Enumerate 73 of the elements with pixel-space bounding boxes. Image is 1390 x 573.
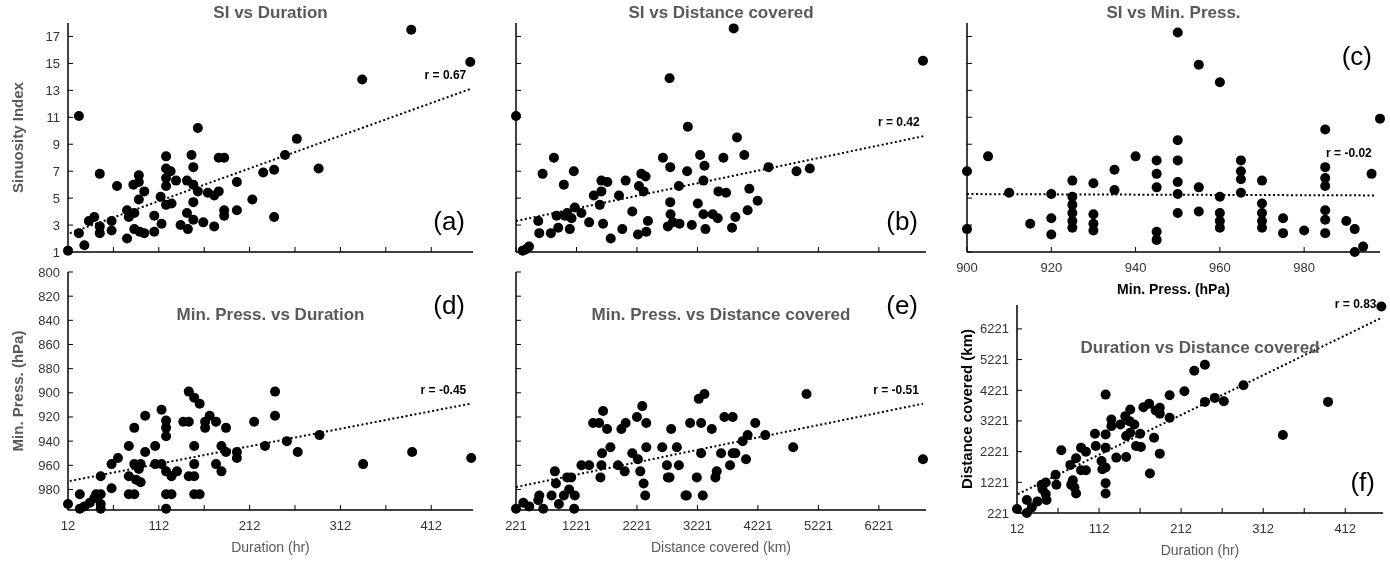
- y-tick-label: 1221: [980, 474, 1009, 490]
- x-axis-title: Duration (hr): [231, 539, 310, 555]
- y-tick-label: 800: [38, 264, 60, 280]
- x-tick-label: 3221: [682, 518, 712, 533]
- x-tick-label: 920: [1040, 260, 1063, 275]
- y-tick-label: 1: [52, 244, 60, 260]
- annotation: (e): [886, 290, 918, 320]
- y-tick-label: 840: [38, 312, 60, 328]
- y-axis-title: Min. Press. (hPa): [9, 330, 26, 452]
- x-axis-title: Duration (hr): [1160, 542, 1240, 558]
- x-tick-label: 900: [956, 260, 978, 275]
- annotation: r = -0.51: [873, 382, 920, 397]
- y-tick-label: 4221: [980, 382, 1009, 398]
- y-tick-label: 980: [38, 481, 60, 497]
- y-axis-title: Sinuosity Index: [9, 81, 26, 193]
- y-tick-label: 11: [46, 109, 60, 125]
- annotation: (d): [433, 290, 465, 320]
- y-tick-label: 5: [52, 190, 60, 206]
- annotation: (a): [433, 206, 465, 236]
- y-axis-title: Distance covered (km): [958, 328, 975, 490]
- x-axis-title: Distance covered (km): [650, 539, 792, 555]
- x-tick-label: 112: [1088, 521, 1110, 536]
- x-tick-label: 412: [420, 518, 443, 533]
- y-tick-label: 3: [52, 217, 60, 233]
- text: Min. Press. vs Distance covered: [591, 305, 851, 324]
- x-tick-label: 960: [1209, 260, 1231, 275]
- x-tick-label: 6221: [864, 518, 894, 533]
- x-tick-label: 5221: [803, 518, 833, 533]
- x-tick-label: 212: [238, 518, 261, 533]
- y-tick-label: 820: [38, 288, 60, 304]
- y-tick-label: 940: [38, 433, 60, 449]
- y-tick-label: 860: [38, 336, 60, 352]
- x-tick-label: 940: [1124, 260, 1147, 275]
- x-tick-label: 312: [1252, 521, 1275, 536]
- x-tick-label: 112: [148, 518, 170, 533]
- y-tick-label: 900: [38, 385, 60, 401]
- annotation: (c): [1341, 41, 1372, 71]
- x-tick-label: 12: [1009, 521, 1025, 536]
- y-tick-label: 221: [987, 505, 1009, 521]
- y-tick-label: 3221: [980, 413, 1009, 429]
- annotation: r = 0.67: [424, 68, 467, 83]
- chart-title: SI vs Min. Press.: [1106, 3, 1241, 22]
- x-tick-label: 12: [60, 518, 76, 533]
- annotation: r = -0.45: [420, 382, 467, 397]
- y-tick-label: 2221: [980, 444, 1009, 460]
- annotation: r = 0.42: [877, 115, 920, 130]
- annotation: (b): [886, 206, 918, 236]
- x-tick-label: 221: [505, 518, 527, 533]
- chart-title: SI vs Duration: [213, 3, 328, 22]
- chart-title: SI vs Distance covered: [628, 3, 814, 22]
- y-tick-label: 880: [38, 361, 60, 377]
- y-tick-label: 7: [52, 163, 60, 179]
- x-tick-label: 980: [1293, 260, 1315, 275]
- x-axis-title: Min. Press. (hPa): [1117, 281, 1230, 297]
- y-tick-label: 17: [45, 28, 60, 44]
- y-tick-label: 9: [52, 136, 60, 152]
- annotation: r = 0.83: [1334, 297, 1377, 312]
- y-tick-label: 920: [38, 409, 60, 425]
- y-tick-label: 15: [45, 55, 60, 71]
- x-tick-label: 212: [1170, 521, 1192, 536]
- x-tick-label: 1221: [562, 518, 591, 533]
- x-tick-label: 2221: [622, 518, 652, 533]
- text: Duration vs Distance covered: [1080, 338, 1320, 357]
- y-tick-label: 960: [38, 457, 60, 473]
- y-tick-label: 13: [45, 82, 60, 98]
- annotation: (f): [1350, 467, 1375, 497]
- x-tick-label: 4221: [743, 518, 773, 533]
- y-tick-label: 5221: [980, 352, 1009, 368]
- x-tick-label: 412: [1334, 521, 1357, 536]
- x-tick-label: 312: [329, 518, 352, 533]
- annotation: r = -0.02: [1326, 146, 1373, 161]
- text: Min. Press. vs Duration: [176, 305, 365, 324]
- y-tick-label: 6221: [980, 321, 1009, 337]
